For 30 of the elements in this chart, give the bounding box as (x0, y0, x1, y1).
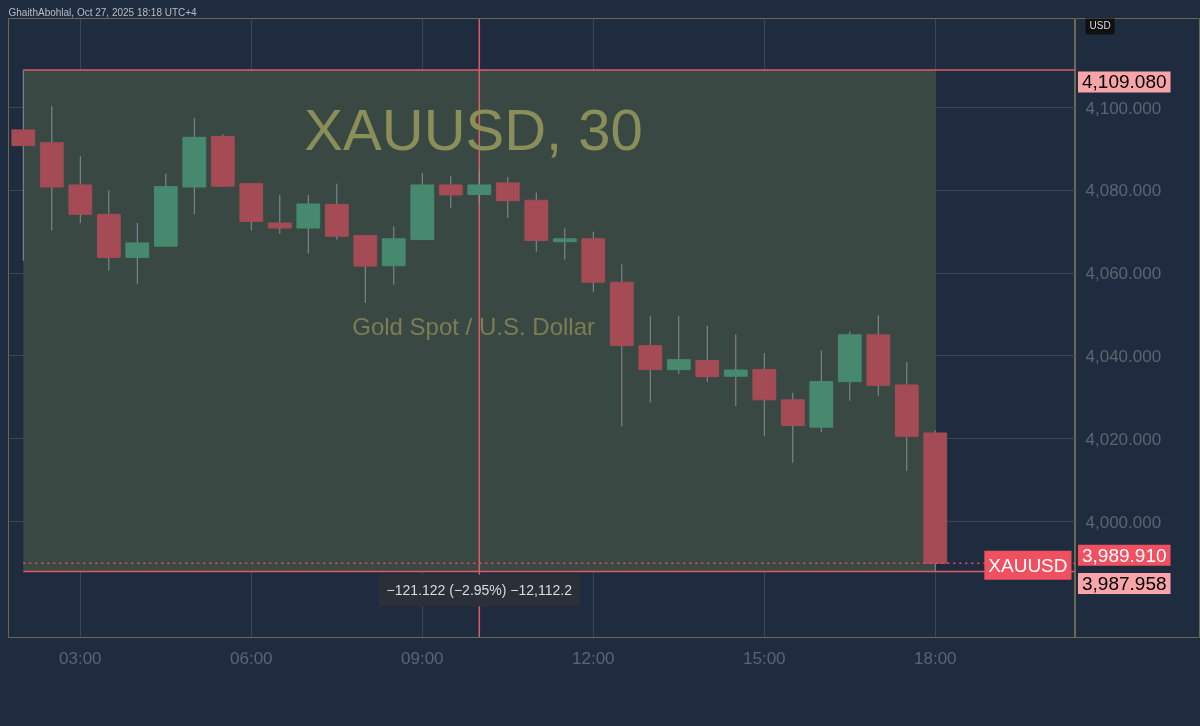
text: Gold Spot / U.S. Dollar (352, 313, 595, 341)
x-tick-label: 03:00 (59, 648, 102, 668)
ref-line-label: 4,109.080 (1082, 71, 1167, 93)
x-tick-label: 15:00 (743, 648, 786, 668)
text: USD (1089, 19, 1111, 31)
ref-line-label: 3,989.910 (1082, 544, 1167, 566)
y-tick-label: 4,080.000 (1085, 181, 1162, 201)
candlestick (695, 325, 720, 383)
x-tick-label: 09:00 (401, 648, 444, 668)
candlestick (267, 194, 292, 235)
candlestick (666, 315, 691, 375)
annotation: XAUUSD (988, 554, 1068, 576)
candlestick (125, 222, 150, 285)
text: GhaithAbohlal, Oct 27, 2025 18:18 UTC+4 (8, 6, 198, 18)
y-tick-label: 4,000.000 (1085, 512, 1162, 532)
candlestick (723, 333, 748, 407)
x-tick-label: 12:00 (572, 648, 615, 668)
ref-line-label: 3,987.958 (1082, 572, 1167, 594)
x-tick-label: 18:00 (914, 648, 957, 668)
annotation: −121.122 (−2.95%) −12,112.2 (386, 582, 573, 599)
candlestick (467, 169, 492, 205)
candlestick (438, 175, 463, 209)
candlestick (552, 227, 577, 260)
x-tick-label: 06:00 (230, 648, 273, 668)
candlestick (495, 176, 520, 219)
candlestick (11, 69, 36, 262)
y-tick-label: 4,020.000 (1085, 429, 1162, 449)
y-tick-label: 4,060.000 (1085, 264, 1162, 284)
y-tick-label: 4,100.000 (1085, 98, 1162, 118)
y-tick-label: 4,040.000 (1085, 346, 1162, 366)
